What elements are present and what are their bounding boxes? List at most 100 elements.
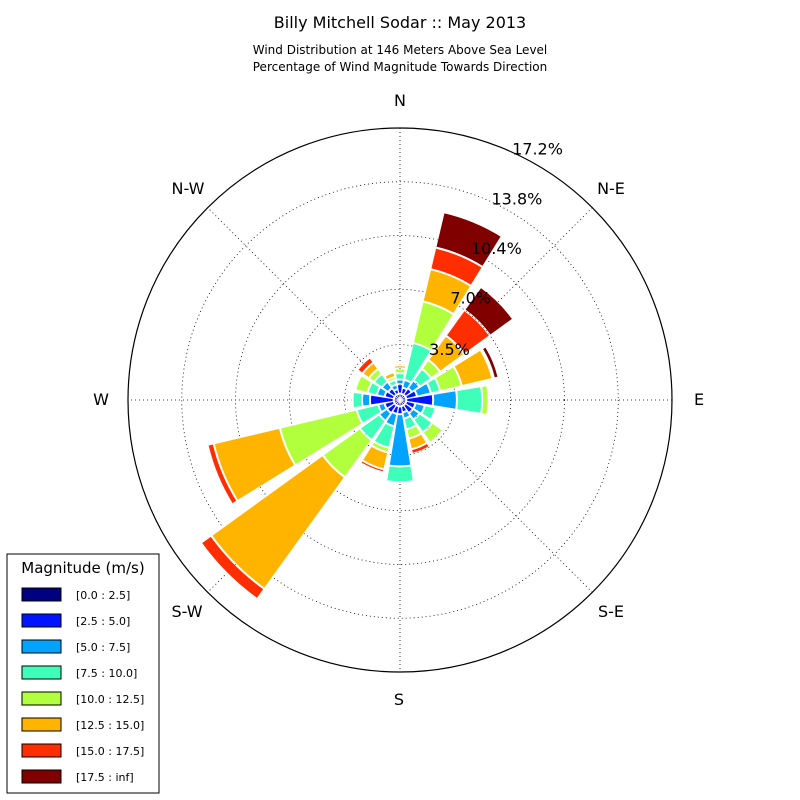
ring-label-1: 3.5%: [429, 340, 470, 359]
bar-dir-67.5-bin-6: [454, 350, 493, 386]
bar-dir-247.5-bin-7: [207, 443, 238, 504]
legend-swatch-8: [21, 769, 62, 784]
legend-label-5: [10.0 : 12.5]: [76, 693, 144, 706]
legend-label-6: [12.5 : 15.0]: [76, 719, 144, 732]
bar-dir-270-bin-4: [352, 392, 363, 408]
bar-dir-45-bin-1: [399, 395, 405, 401]
legend-swatch-5: [21, 691, 62, 706]
bar-dir-22.5-bin-8: [435, 212, 502, 267]
chart-title: Billy Mitchell Sodar :: May 2013: [274, 13, 526, 32]
bar-dir-315-bin-7: [357, 357, 374, 374]
bar-dir-0-bin-6: [394, 365, 406, 369]
bar-dir-292.5-bin-4: [368, 382, 380, 395]
bar-dir-337.5-bin-1: [396, 394, 401, 401]
chart-subtitle-line-1: Wind Distribution at 146 Meters Above Se…: [253, 43, 548, 57]
legend-label-3: [5.0 : 7.5]: [76, 641, 130, 654]
legend-title: Magnitude (m/s): [21, 559, 144, 577]
direction-label-w: W: [93, 390, 109, 409]
legend-swatch-7: [21, 743, 62, 758]
legend-swatch-1: [21, 587, 62, 602]
bar-dir-90-bin-5: [481, 385, 489, 415]
bar-dir-135-bin-5: [423, 423, 443, 443]
bar-dir-247.5-bin-5: [280, 409, 363, 465]
bar-dir-135-bin-3: [409, 409, 420, 420]
bar-dir-315-bin-2: [388, 388, 397, 397]
bar-dir-247.5-bin-6: [214, 428, 295, 501]
bar-dir-0-bin-4: [395, 373, 405, 380]
direction-label-n-e: N-E: [597, 179, 625, 198]
bar-dir-0-bin-5: [394, 368, 406, 374]
bar-dir-67.5-bin-1: [399, 396, 406, 401]
bar-dir-90-bin-4: [456, 386, 482, 414]
bar-dir-247.5-bin-2: [384, 401, 395, 409]
bar-dir-157.5-bin-2: [401, 405, 407, 412]
bar-dir-225-bin-6: [211, 455, 345, 589]
bar-dir-202.5-bin-5: [371, 441, 389, 453]
bar-dir-22.5-bin-3: [402, 380, 411, 390]
direction-label-s-w: S-W: [171, 602, 202, 621]
bar-dir-135-bin-4: [413, 413, 432, 432]
legend-label-8: [17.5 : inf]: [76, 771, 134, 784]
direction-label-e: E: [694, 390, 704, 409]
bar-dir-0-bin-7: [393, 364, 407, 366]
bar-dir-315-bin-5: [369, 369, 382, 382]
direction-label-n-w: N-W: [172, 179, 205, 198]
bar-dir-270-bin-3: [362, 393, 370, 407]
bar-dir-0-bin-1: [398, 394, 402, 401]
bar-dir-247.5-bin-4: [357, 404, 381, 424]
bar-dir-270-bin-2: [370, 394, 394, 406]
bar-dir-67.5-bin-8: [482, 346, 499, 379]
grid-ring-4: [181, 181, 619, 619]
direction-label-s-e: S-E: [598, 602, 624, 621]
legend-swatch-2: [21, 613, 62, 628]
direction-label-n: N: [394, 91, 406, 110]
bar-dir-225-bin-4: [360, 414, 386, 440]
bar-dir-112.5-bin-2: [405, 401, 416, 409]
bar-dir-157.5-bin-6: [408, 433, 427, 449]
bar-dir-337.5-bin-5: [387, 377, 396, 383]
bar-dir-337.5-bin-2: [394, 389, 399, 395]
ring-label-5: 17.2%: [512, 140, 563, 159]
bar-dir-225-bin-1: [395, 399, 401, 405]
grid-ring-2: [288, 288, 512, 512]
bar-dir-292.5-bin-3: [377, 387, 387, 397]
bar-dir-292.5-bin-2: [384, 391, 395, 399]
legend-label-7: [15.0 : 17.5]: [76, 745, 144, 758]
bar-dir-225-bin-2: [387, 403, 397, 413]
direction-label-s: S: [394, 690, 404, 709]
bar-dir-22.5-bin-5: [413, 301, 454, 351]
legend-label-4: [7.5 : 10.0]: [76, 667, 137, 680]
wind-bars: [201, 212, 513, 599]
bar-dir-157.5-bin-3: [402, 410, 411, 419]
bar-dir-157.5-bin-4: [404, 416, 416, 429]
bar-dir-157.5-bin-7: [411, 443, 430, 454]
bar-dir-22.5-bin-6: [423, 269, 471, 314]
bar-dir-67.5-bin-3: [414, 383, 431, 397]
ring-label-3: 10.4%: [471, 239, 522, 258]
bar-dir-0-bin-3: [396, 379, 404, 385]
legend-label-2: [2.5 : 5.0]: [76, 615, 130, 628]
bar-dir-225-bin-7: [201, 535, 265, 599]
polar-labels: N N-E E S-E S S-W W N-W 3.5% 7.0% 10.4% 13.8% 17.2%: [93, 91, 704, 709]
bar-dir-225-bin-5: [323, 428, 372, 477]
bar-dir-315-bin-1: [395, 395, 401, 401]
bar-dir-180-bin-1: [398, 399, 402, 406]
bar-dir-67.5-bin-2: [405, 390, 417, 399]
bar-dir-202.5-bin-2: [392, 405, 399, 414]
bar-dir-112.5-bin-4: [421, 405, 436, 420]
bar-dir-112.5-bin-5: [431, 408, 437, 420]
legend-label-1: [0.0 : 2.5]: [76, 589, 130, 602]
bar-dir-157.5-bin-1: [399, 399, 404, 406]
bar-dir-180-bin-3: [389, 414, 411, 467]
bar-dir-67.5-bin-7: [480, 349, 494, 379]
bar-dir-45-bin-8: [464, 287, 513, 336]
bar-dir-202.5-bin-3: [385, 412, 397, 426]
bar-dir-22.5-bin-7: [430, 247, 483, 286]
bar-dir-22.5-bin-2: [401, 388, 407, 395]
bar-dir-0-bin-2: [397, 384, 403, 394]
bar-dir-225-bin-3: [379, 409, 391, 421]
bar-dir-315-bin-6: [362, 362, 378, 378]
bar-dir-292.5-bin-5: [355, 375, 372, 393]
bar-dir-180-bin-2: [397, 406, 403, 414]
